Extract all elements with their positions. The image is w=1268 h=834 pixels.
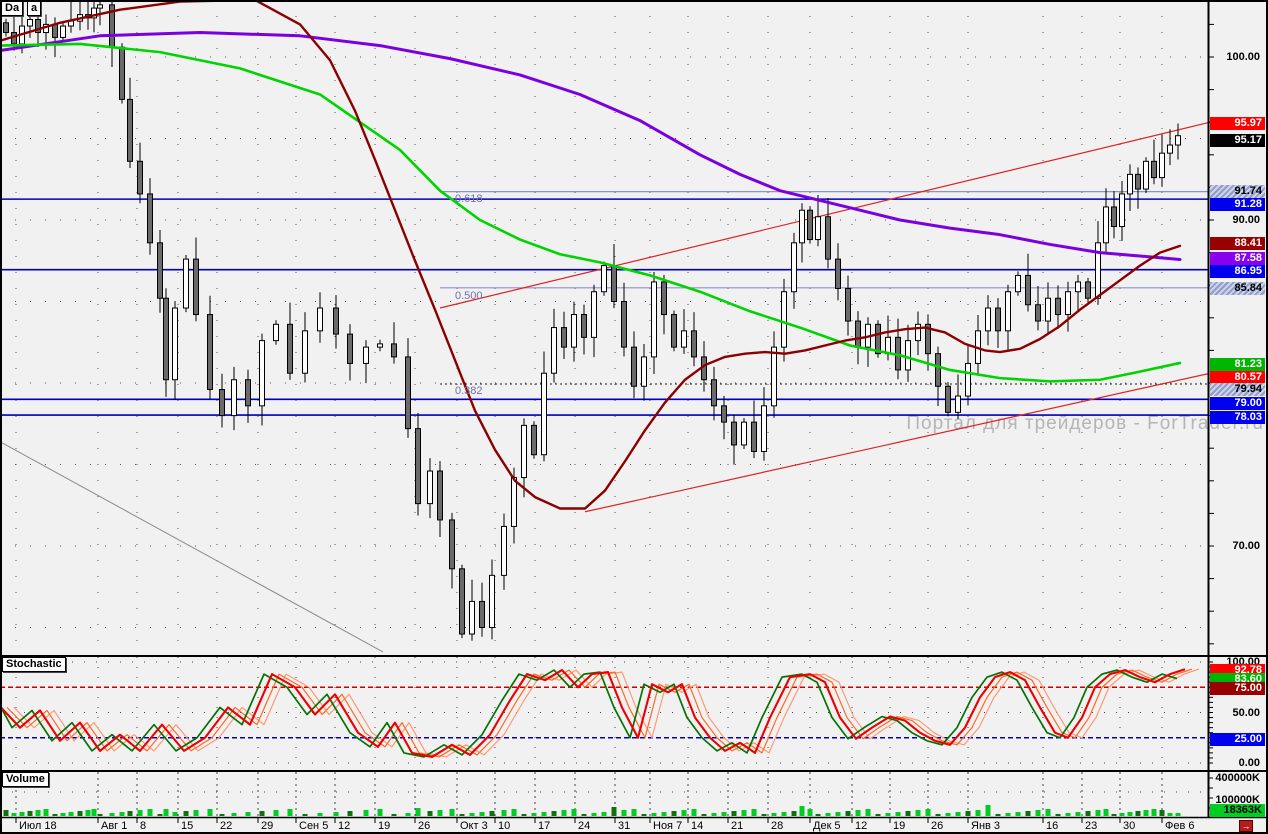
main-panel-tag-right[interactable]: a xyxy=(27,1,42,16)
stoch-orange-line xyxy=(6,668,1193,758)
support-resistance-lines xyxy=(0,198,1208,416)
grid-dots xyxy=(0,0,1208,817)
volume-bars xyxy=(3,805,1181,816)
stochastic-threshold-lines xyxy=(0,686,1208,739)
stochastic-panel-label[interactable]: Stochastic xyxy=(2,657,66,672)
trendlines xyxy=(0,122,1208,653)
ma-mid-green xyxy=(0,42,1182,383)
volume-panel-label[interactable]: Volume xyxy=(2,772,49,787)
stoch-red-line xyxy=(0,668,1186,758)
watermark-text: Портал для трейдеров - ForTrader.ru xyxy=(906,413,1264,434)
stoch-salmon-line xyxy=(13,668,1200,758)
candles-series xyxy=(3,0,1181,641)
scroll-right-button[interactable]: → xyxy=(1239,820,1253,832)
axis-tick-marks xyxy=(15,23,1214,823)
ma-fast-maroon xyxy=(0,0,1182,510)
main-panel-tag-left[interactable]: Da xyxy=(1,1,24,16)
ma-slow-purple xyxy=(0,31,1182,261)
right-arrow-icon: → xyxy=(1241,821,1251,831)
